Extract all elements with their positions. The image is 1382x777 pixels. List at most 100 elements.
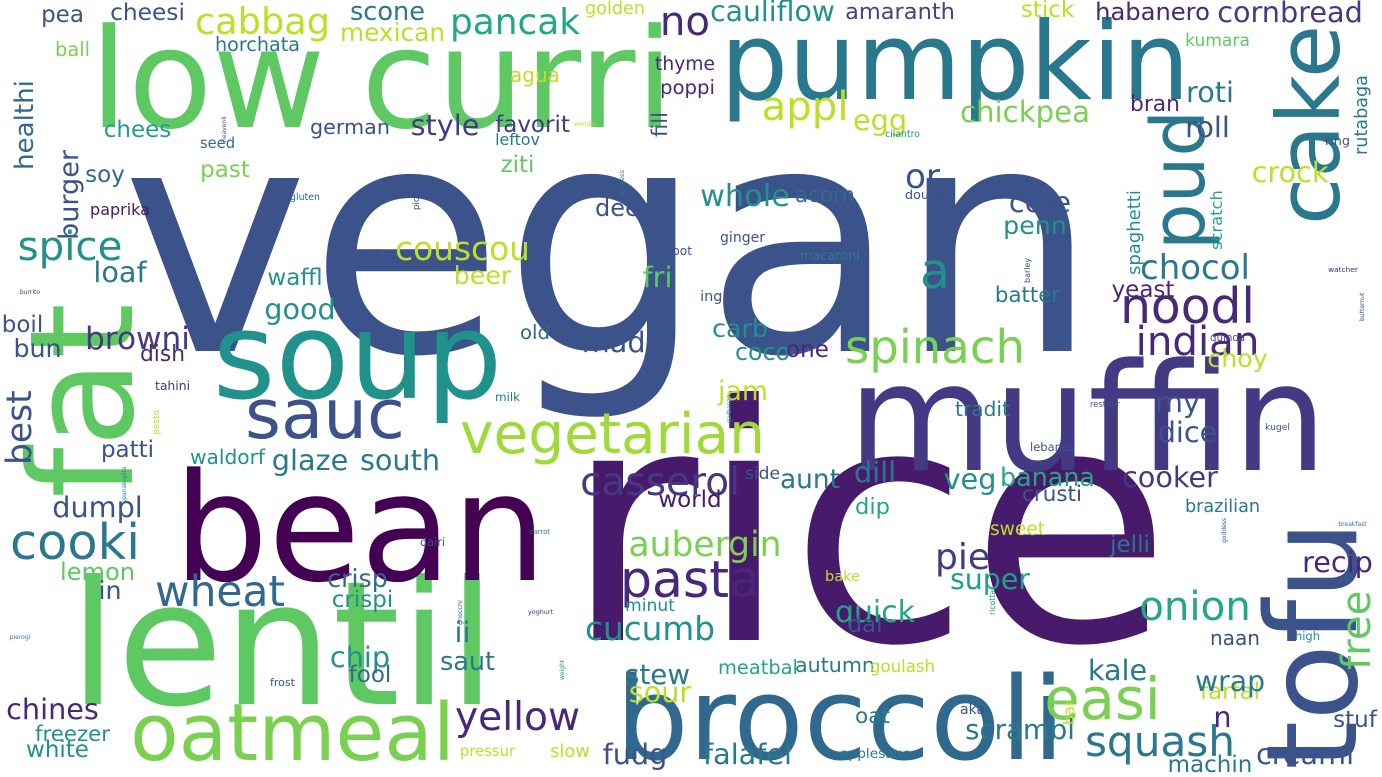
word-watcher: watcher [1328,265,1358,275]
word-batter: batter [994,282,1061,308]
word-acorn: acorn [795,183,855,209]
word-pesto: pesto [152,410,162,435]
word-beer: beer [453,261,512,291]
word-spaghetti: spaghetti [1124,190,1145,275]
word-cooker: cooker [1122,460,1218,495]
word-n: n [1213,700,1232,735]
word-easi: easi [1044,666,1161,734]
word-freezer: freezer [34,721,111,747]
word-pickl: pickl [412,190,423,210]
word-quinoa: quinoa [1209,331,1246,344]
word-veg: veg [943,462,997,497]
word-spice: spice [17,223,123,271]
word-seed: seed [199,135,236,153]
word-goddess: goddess [1221,517,1228,543]
word-cake: cake [1259,24,1360,226]
word-bun: bun [13,334,62,364]
word-casserol: casserol [580,460,740,505]
word-old: old [519,320,550,344]
word-fill: fill [647,111,673,137]
word-one: one [786,336,829,363]
word-kale: kale [1087,653,1148,688]
word-good: good [264,292,336,327]
word-browni: browni [85,321,190,358]
word-world: world [658,486,722,513]
word-sweet: sweet [989,518,1046,540]
word-roti: roti [1186,75,1234,110]
word-ii: ii [454,615,471,650]
word-kugel: kugel [1265,421,1290,433]
word-amaranth: amaranth [845,0,955,26]
word-pierogi: pierogi [9,634,31,641]
word-lentil: lentil [69,543,496,745]
word-core: core [1008,185,1072,220]
word-soup: soup [212,287,503,428]
word-pot: pot [672,243,692,258]
word-curri: curri [361,0,674,160]
word-golden: golden [585,0,645,20]
word-glaze: glaze [271,443,349,478]
word-dish: dish [139,342,186,368]
word-scrambl: scrambl [965,713,1075,747]
word-milk: milk [494,389,521,404]
word-cauliflow: cauliflow [710,0,835,29]
word-fri: fri [642,260,673,295]
word-leftov: leftov [495,129,540,149]
word-ingredi: ingredi [700,289,750,306]
word-soy: soy [85,161,125,188]
word-couscou: couscou [395,230,530,269]
word-broccoli: broccoli [615,652,1065,777]
word-jelli: jelli [1110,531,1150,558]
word-minut: minut [624,596,676,617]
word-ziti: ziti [500,151,535,178]
word-aubergin: aubergin [628,524,782,565]
word-autumn: autumn [795,652,875,677]
word-habanero: habanero [1095,0,1210,27]
word-dill: dill [853,455,897,490]
word-pie: pie [934,536,990,578]
word-in: in [98,576,122,606]
word-ring: ring [1324,134,1351,150]
word-agua: agua [510,63,560,87]
word-weight: weight [558,659,566,681]
word-wheat: wheat [155,567,285,617]
word-deep: deep [595,193,655,222]
word-meatbal: meatbal [718,655,798,679]
word-chines: chines [6,692,99,727]
word-ricotta: ricotta [987,590,997,615]
word-bran: bran [1130,91,1180,117]
word-fudg: fudg [602,737,668,772]
word-made: made [581,325,664,360]
word-falafel: falafel [703,737,792,772]
word-free: free [1333,590,1381,670]
word-dice: dice [1157,415,1218,450]
word-yellow: yellow [454,694,581,740]
word-dough: dough [905,186,945,202]
word-my: my [1155,385,1200,420]
word-garbanzo: garbanzo [726,394,733,424]
word-saut: saut [439,646,496,677]
word-mexican: mexican [339,17,446,47]
word-yeast: yeast [1111,276,1175,303]
word-crispi: crispi [331,586,394,613]
word-pea: pea [41,1,84,28]
word-gluten: gluten [290,191,320,203]
word-restaur: restaur [1090,398,1120,409]
word-dal: dal [847,611,883,638]
word-slow: slow [550,741,590,763]
word-side: side [744,464,781,485]
word-scone: scone [349,0,426,27]
word-jam: jam [718,376,768,408]
word-machin: machin [1167,751,1253,777]
word-ball: ball [55,38,90,62]
word-indian: indian [1135,318,1260,366]
word-cooki: cooki [10,512,140,571]
word-creami: creami [1255,737,1355,772]
word-german: german [310,115,390,140]
word-style: style [410,108,480,143]
word-cheesi: cheesi [110,0,185,26]
word-carb: carb [712,314,768,344]
word-pumpkin: pumpkin [720,0,1190,125]
word-super: super [950,562,1030,596]
word-bar: bar [1060,699,1079,726]
